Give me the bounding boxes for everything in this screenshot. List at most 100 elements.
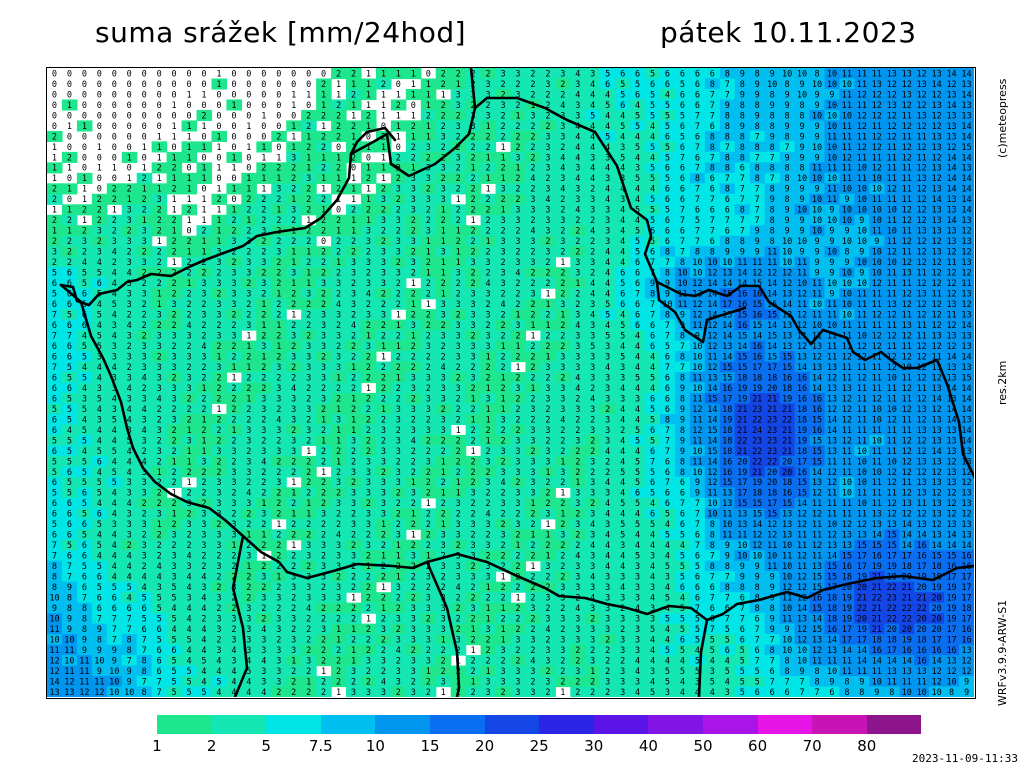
precip-value: 6 — [665, 164, 670, 174]
precip-value: 2 — [381, 80, 386, 90]
precip-value: 2 — [157, 227, 162, 237]
precip-cell — [929, 99, 945, 111]
precip-value: 1 — [201, 122, 206, 132]
precip-value: 1 — [246, 143, 251, 153]
precip-value: 3 — [396, 269, 401, 279]
precip-value: 2 — [336, 321, 341, 331]
precip-value: 0 — [186, 227, 191, 237]
precip-value: 5 — [650, 69, 655, 79]
precip-value: 1 — [426, 269, 431, 279]
precip-value: 2 — [530, 132, 535, 142]
precip-cell — [570, 99, 586, 111]
precip-value: 10 — [812, 174, 822, 184]
precip-value: 1 — [351, 111, 356, 121]
precip-value: 11 — [797, 269, 807, 279]
precip-cell — [360, 120, 377, 132]
precip-value: 6 — [725, 195, 730, 205]
precip-cell — [181, 120, 198, 132]
precip-value: 3 — [590, 69, 595, 79]
precip-value: 11 — [872, 122, 882, 132]
precip-value: 1 — [186, 132, 191, 142]
precip-cell — [929, 109, 945, 122]
precip-value: 2 — [246, 300, 251, 310]
precip-value: 2 — [351, 122, 356, 132]
precip-value: 8 — [725, 132, 730, 142]
precip-cell — [495, 109, 512, 122]
precip-value: 2 — [426, 185, 431, 195]
precip-value: 7 — [635, 290, 640, 300]
precip-value: 2 — [530, 248, 535, 258]
precip-value: 3 — [500, 248, 505, 258]
precip-value: 1 — [246, 216, 251, 226]
precip-value: 1 — [351, 185, 356, 195]
precip-value: 1 — [276, 290, 281, 300]
precip-value: 0 — [366, 153, 371, 163]
precip-value: 1 — [201, 237, 206, 247]
precip-value: 4 — [515, 269, 520, 279]
precip-value: 12 — [931, 258, 941, 268]
precip-value: 2 — [426, 279, 431, 289]
precip-value: 9 — [799, 185, 804, 195]
precip-value: 11 — [842, 174, 852, 184]
precip-cell — [854, 99, 870, 111]
precip-value: 1 — [560, 311, 565, 321]
precip-value: 0 — [142, 101, 147, 111]
precip-value: 2 — [515, 227, 520, 237]
precip-value: 11 — [872, 300, 882, 310]
precip-value: 3 — [216, 311, 221, 321]
precip-value: 4 — [605, 90, 610, 100]
precip-value: 11 — [887, 237, 897, 247]
precip-value: 4 — [127, 269, 132, 279]
precip-value: 1 — [216, 164, 221, 174]
precip-value: 2 — [336, 69, 341, 79]
precip-cell — [600, 130, 616, 142]
precip-value: 10 — [692, 258, 702, 268]
precip-value: 11 — [842, 132, 852, 142]
precip-value: 5 — [650, 174, 655, 184]
precip-value: 4 — [112, 269, 117, 279]
precip-value: 1 — [231, 164, 236, 174]
precip-value: 1 — [97, 143, 102, 153]
precip-value: 0 — [186, 101, 191, 111]
precip-value: 12 — [961, 269, 971, 279]
precip-value: 6 — [695, 90, 700, 100]
precip-value: 3 — [426, 174, 431, 184]
precip-value: 0 — [67, 80, 72, 90]
precip-value: 1 — [456, 248, 461, 258]
precip-cell — [555, 88, 571, 101]
precip-value: 10 — [842, 80, 852, 90]
precip-value: 3 — [411, 237, 416, 247]
precip-value: 0 — [246, 69, 251, 79]
precip-value: 4 — [500, 300, 505, 310]
precip-value: 8 — [755, 164, 760, 174]
precip-value: 6 — [665, 80, 670, 90]
precip-value: 0 — [276, 122, 281, 132]
precip-value: 11 — [812, 311, 822, 321]
precip-cell — [316, 78, 332, 90]
precip-value: 12 — [917, 206, 927, 216]
precip-value: 0 — [82, 153, 87, 163]
precip-value: 14 — [946, 164, 956, 174]
precip-value: 11 — [842, 164, 852, 174]
precip-value: 3 — [486, 80, 491, 90]
precip-value: 2 — [411, 311, 416, 321]
precip-value: 5 — [665, 153, 670, 163]
precip-value: 3 — [231, 237, 236, 247]
precip-value: 4 — [545, 195, 550, 205]
precip-value: 1 — [306, 132, 311, 142]
precip-value: 8 — [785, 174, 790, 184]
precip-value: 10 — [812, 206, 822, 216]
precip-value: 1 — [231, 206, 236, 216]
precip-value: 3 — [396, 248, 401, 258]
precip-value: 2 — [186, 290, 191, 300]
precip-value: 8 — [785, 80, 790, 90]
precip-value: 4 — [620, 111, 625, 121]
precip-cell — [435, 78, 452, 90]
precip-cell — [510, 109, 527, 122]
precip-cell — [660, 68, 676, 80]
precip-value: 1 — [216, 206, 221, 216]
precip-value: 0 — [306, 80, 311, 90]
precip-value: 1 — [321, 101, 326, 111]
precip-value: 9 — [844, 227, 849, 237]
precip-value: 11 — [902, 164, 912, 174]
